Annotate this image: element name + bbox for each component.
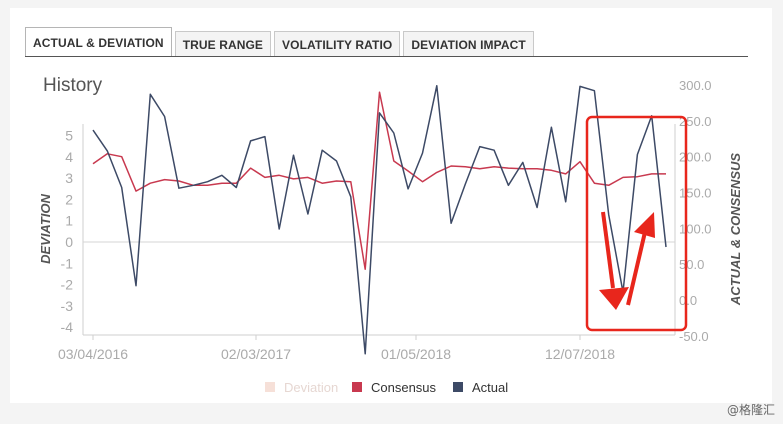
y-tick-label: 3 <box>65 170 73 186</box>
tab-true-range[interactable]: TRUE RANGE <box>174 31 272 57</box>
y-axis-title: DEVIATION <box>38 193 53 263</box>
legend-label: Actual <box>472 380 508 395</box>
y-tick-label: -1 <box>61 255 74 271</box>
x-tick-label: 01/05/2018 <box>381 346 451 362</box>
x-tick-label: 02/03/2017 <box>221 346 291 362</box>
y-tick-label: -2 <box>61 277 74 293</box>
highlight-box <box>585 115 688 332</box>
tab-deviation-impact[interactable]: DEVIATION IMPACT <box>403 31 534 57</box>
y-tick-label: 0 <box>65 234 73 250</box>
y-tick-label: -3 <box>61 298 74 314</box>
y-tick-label: 2 <box>65 191 73 207</box>
tab-bar: ACTUAL & DEVIATION TRUE RANGE VOLATILITY… <box>25 27 537 57</box>
y2-tick-label: 300.0 <box>679 78 712 93</box>
tab-volatility-ratio[interactable]: VOLATILITY RATIO <box>274 31 401 57</box>
y2-tick-label: 100.0 <box>679 221 712 236</box>
x-tick-label: 12/07/2018 <box>545 346 615 362</box>
tab-actual-deviation[interactable]: ACTUAL & DEVIATION <box>25 27 172 57</box>
section-title: History <box>43 75 103 96</box>
legend-swatch <box>352 382 362 392</box>
y-tick-label: 1 <box>65 213 73 229</box>
y2-tick-label: -50.0 <box>679 329 709 344</box>
y-tick-label: 5 <box>65 128 73 144</box>
y-tick-label: 4 <box>65 149 73 165</box>
legend-swatch <box>265 382 275 392</box>
y-tick-label: -4 <box>61 319 74 335</box>
y2-axis-title: ACTUAL & CONSENSUS <box>728 153 743 306</box>
series-line-consensus <box>92 91 666 270</box>
series-line-actual <box>92 84 667 355</box>
up-arrow-head <box>634 212 655 238</box>
y2-tick-label: 250.0 <box>679 114 712 129</box>
watermark: @格隆汇 <box>726 403 775 417</box>
legend-label: Consensus <box>371 380 437 395</box>
y2-tick-label: 150.0 <box>679 185 712 200</box>
chart-panel <box>10 8 772 403</box>
y2-tick-label: 50.0 <box>679 257 704 272</box>
up-arrow-shaft <box>626 231 647 306</box>
y2-tick-label: 0.0 <box>679 293 697 308</box>
tab-underline <box>25 56 748 57</box>
y2-tick-label: 200.0 <box>679 150 712 165</box>
down-arrow-head <box>599 287 629 310</box>
x-tick-label: 03/04/2016 <box>58 346 128 362</box>
down-arrow-shaft <box>601 211 615 289</box>
legend-swatch <box>453 382 463 392</box>
legend-label: Deviation <box>284 380 338 395</box>
